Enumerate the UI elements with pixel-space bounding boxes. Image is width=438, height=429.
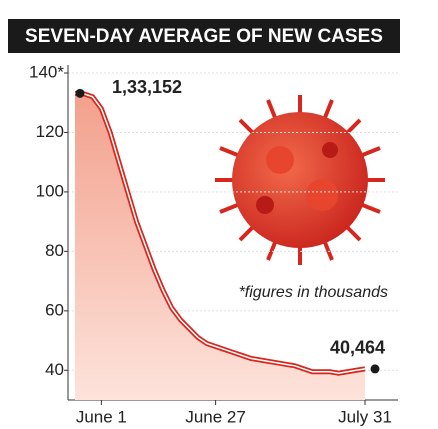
y-tick-label: 80 — [45, 241, 64, 260]
x-tick-label: June 1 — [76, 407, 127, 426]
data-label: 40,464 — [330, 338, 385, 358]
x-tick-label: July 31 — [338, 407, 392, 426]
y-tick-label: 60 — [45, 300, 64, 319]
virus-icon — [215, 95, 385, 265]
annotation: *figures in thousands — [239, 284, 388, 301]
point — [75, 88, 85, 98]
y-tick-label: 100 — [36, 181, 64, 200]
y-tick-label: 120 — [36, 122, 64, 141]
y-tick-label: 140* — [29, 62, 64, 81]
title-bar — [8, 19, 400, 53]
data-label: 1,33,152 — [112, 77, 182, 97]
line-inner — [74, 92, 366, 375]
area — [75, 93, 365, 400]
chart-title: SEVEN-DAY AVERAGE OF NEW CASES — [25, 26, 383, 47]
x-tick-label: June 27 — [185, 407, 246, 426]
point — [370, 364, 380, 374]
y-tick-label: 40 — [45, 360, 64, 379]
